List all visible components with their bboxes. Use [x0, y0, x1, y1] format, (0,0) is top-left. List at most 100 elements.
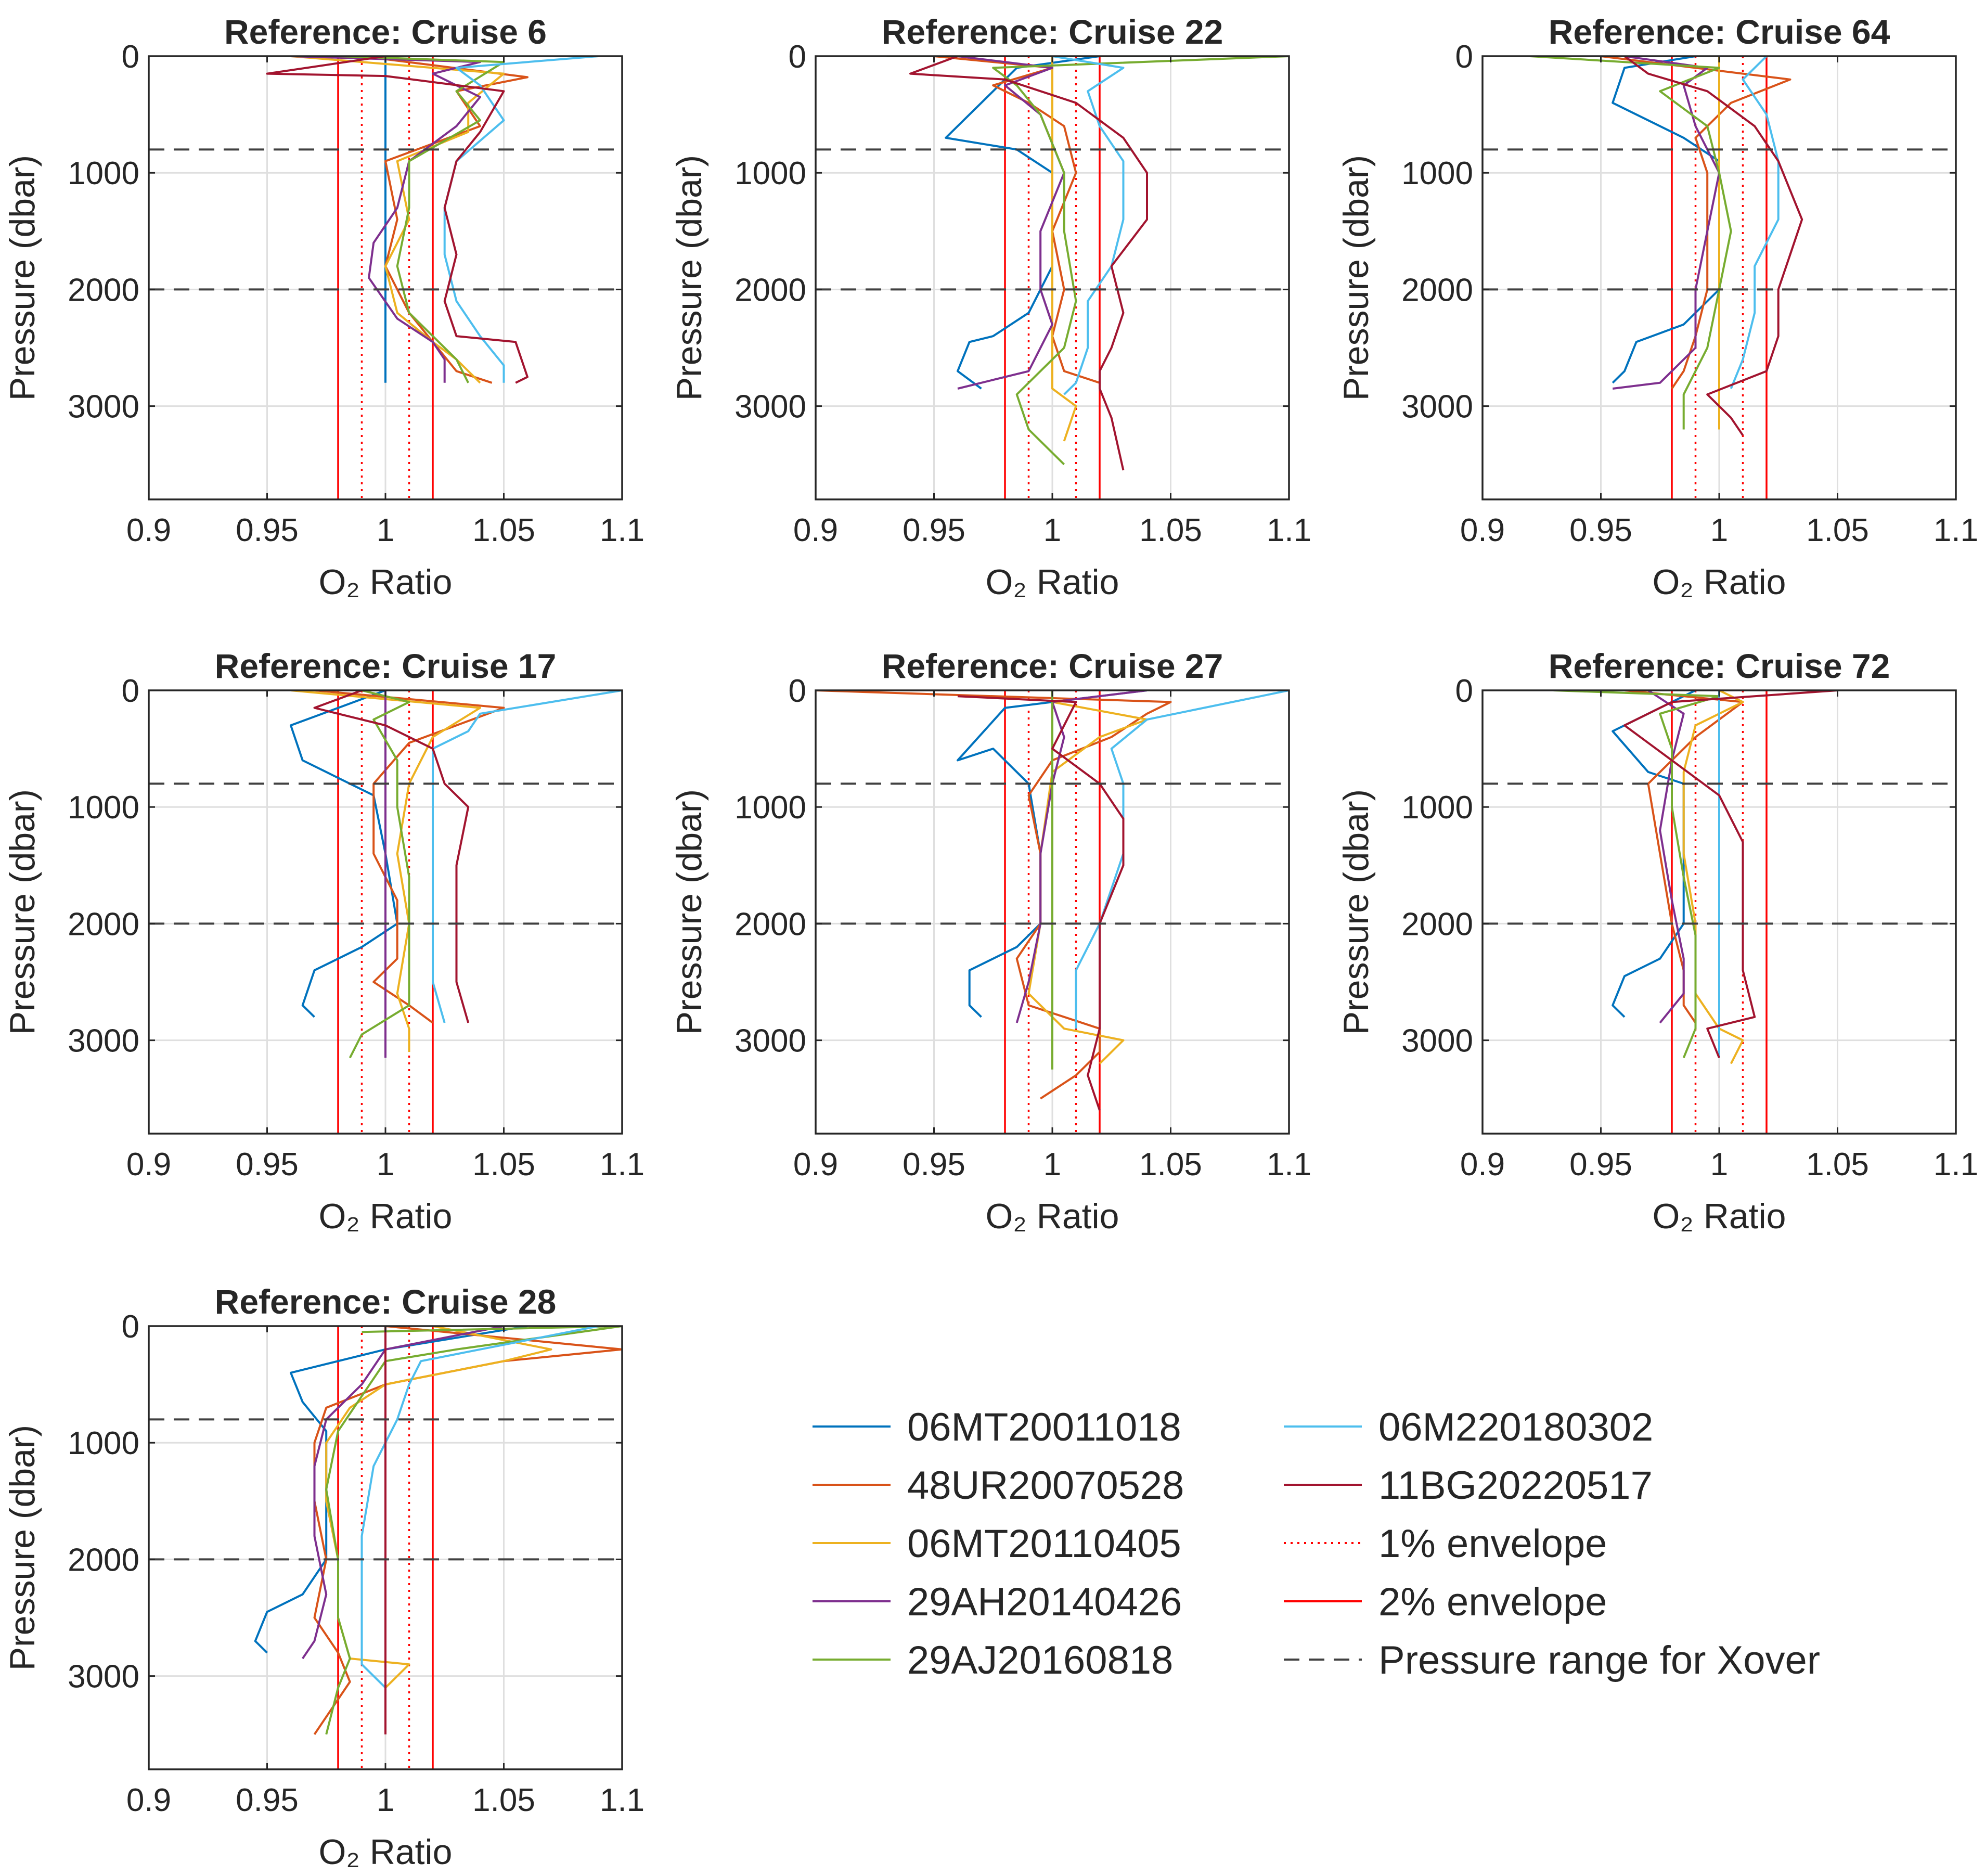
legend-label-8: 1% envelope	[1378, 1522, 1607, 1566]
y-tick-label: 2000	[68, 1542, 139, 1578]
x-tick-label: 1.05	[1806, 512, 1869, 548]
series-line-48UR20070528	[934, 56, 1100, 384]
series-line-06M220180302	[360, 1326, 599, 1689]
panel-title: Reference: Cruise 27	[882, 647, 1223, 685]
x-tick-label: 0.9	[126, 512, 171, 548]
y-tick-label: 3000	[68, 1023, 139, 1059]
series-group	[1529, 56, 1803, 436]
y-axis-label: Pressure (dbar)	[669, 155, 709, 401]
legend-label-3: 06MT20110405	[907, 1522, 1181, 1566]
x-tick-label: 1	[377, 1147, 394, 1183]
series-line-29AJ20160818	[886, 56, 1289, 466]
y-tick-label: 3000	[1401, 1023, 1473, 1059]
x-tick-label: 1	[377, 1782, 394, 1818]
y-tick-label: 3000	[734, 1023, 806, 1059]
x-axis-label: O₂ Ratio	[1653, 562, 1786, 602]
x-tick-label: 1.05	[1139, 1147, 1202, 1183]
x-tick-label: 0.95	[903, 512, 965, 548]
series-group	[266, 56, 599, 384]
y-tick-label: 0	[122, 673, 139, 709]
x-tick-label: 1.1	[1934, 512, 1978, 548]
x-tick-label: 1.05	[472, 512, 535, 548]
x-tick-label: 0.95	[1569, 512, 1632, 548]
y-tick-label: 1000	[734, 790, 806, 826]
x-tick-label: 1.1	[600, 1147, 645, 1183]
x-tick-label: 1	[1043, 1147, 1061, 1183]
legend-label-5: 29AJ20160818	[907, 1638, 1173, 1682]
x-tick-label: 1	[1710, 512, 1728, 548]
panel-3: 0.9 0.95 1 1.05 1.1 0 1000 2000 3000 Reference: C…	[1336, 12, 1978, 602]
y-tick-label: 3000	[1401, 389, 1473, 425]
legend-label-4: 29AH20140426	[907, 1580, 1182, 1624]
panel-1: 0.9 0.95 1 1.05 1.1 0 1000 2000 3000 Reference: C…	[3, 12, 645, 602]
legend-label-2: 48UR20070528	[907, 1463, 1184, 1508]
series-group	[886, 56, 1289, 471]
x-tick-label: 0.95	[236, 512, 299, 548]
y-axis-label: Pressure (dbar)	[3, 789, 42, 1035]
y-axis-label: Pressure (dbar)	[1336, 789, 1376, 1035]
series-line-11BG20220517	[957, 695, 1125, 1111]
panel-title: Reference: Cruise 28	[215, 1282, 557, 1321]
series-line-06MT20110405	[1051, 56, 1077, 442]
x-tick-label: 1.1	[600, 1782, 645, 1818]
y-tick-label: 1000	[68, 156, 139, 191]
x-axis-label: O₂ Ratio	[319, 1197, 453, 1236]
x-tick-label: 0.9	[126, 1147, 171, 1183]
y-tick-label: 1000	[1401, 156, 1473, 191]
x-tick-label: 0.95	[1569, 1147, 1632, 1183]
x-tick-label: 1	[1043, 512, 1061, 548]
series-group	[290, 690, 622, 1059]
x-axis-label: O₂ Ratio	[986, 562, 1119, 602]
y-tick-label: 2000	[68, 272, 139, 308]
x-tick-label: 1.1	[600, 512, 645, 548]
x-tick-label: 1	[377, 512, 394, 548]
series-group	[254, 1326, 622, 1735]
x-tick-label: 1.1	[1267, 512, 1311, 548]
series-line-06M220180302	[1730, 56, 1780, 389]
y-tick-label: 0	[1455, 39, 1473, 75]
y-tick-label: 0	[789, 39, 806, 75]
x-tick-label: 1.1	[1934, 1147, 1978, 1183]
y-tick-label: 1000	[734, 156, 806, 191]
y-axis-label: Pressure (dbar)	[3, 155, 42, 401]
panel-title: Reference: Cruise 72	[1549, 647, 1890, 685]
y-tick-label: 0	[122, 39, 139, 75]
x-tick-label: 0.9	[793, 512, 838, 548]
panel-title: Reference: Cruise 6	[224, 12, 547, 51]
x-tick-label: 0.9	[1460, 512, 1505, 548]
series-line-29AJ20160818	[325, 1326, 622, 1735]
y-tick-label: 3000	[734, 389, 806, 425]
series-line-11BG20220517	[1623, 690, 1838, 1059]
y-tick-label: 3000	[68, 1659, 139, 1695]
y-tick-label: 3000	[68, 389, 139, 425]
panel-6: 0.9 0.95 1 1.05 1.1 0 1000 2000 3000 Reference: C…	[1336, 647, 1978, 1236]
x-tick-label: 1.05	[472, 1782, 535, 1818]
legend-label-6: 06M220180302	[1378, 1405, 1653, 1449]
series-line-11BG20220517	[266, 56, 529, 384]
series-line-29AJ20160818	[1553, 690, 1720, 1059]
x-tick-label: 1.05	[1139, 512, 1202, 548]
x-tick-label: 1.05	[472, 1147, 535, 1183]
panel-title: Reference: Cruise 22	[882, 12, 1223, 51]
series-line-29AH20140426	[957, 56, 1065, 390]
x-tick-label: 1	[1710, 1147, 1728, 1183]
series-line-06MT20110405	[290, 56, 505, 384]
series-line-06MT20110405	[325, 1326, 552, 1689]
series-line-29AH20140426	[1647, 690, 1685, 1024]
y-axis-label: Pressure (dbar)	[3, 1425, 42, 1671]
panel-4: 0.9 0.95 1 1.05 1.1 0 1000 2000 3000 Reference: C…	[3, 647, 645, 1236]
x-axis-label: O₂ Ratio	[319, 1832, 453, 1872]
x-axis-label: O₂ Ratio	[319, 562, 453, 602]
series-line-29AJ20160818	[1529, 56, 1732, 430]
series-line-29AJ20160818	[349, 690, 410, 1059]
y-tick-label: 2000	[1401, 906, 1473, 942]
series-line-29AH20140426	[1015, 690, 1148, 1023]
series-line-06M220180302	[1052, 56, 1125, 395]
y-tick-label: 0	[789, 673, 806, 709]
x-axis-label: O₂ Ratio	[986, 1197, 1119, 1236]
series-line-29AH20140426	[302, 1326, 504, 1660]
series-line-06MT20011018	[1612, 690, 1696, 1018]
panel-title: Reference: Cruise 64	[1549, 12, 1890, 51]
y-tick-label: 2000	[1401, 272, 1473, 308]
